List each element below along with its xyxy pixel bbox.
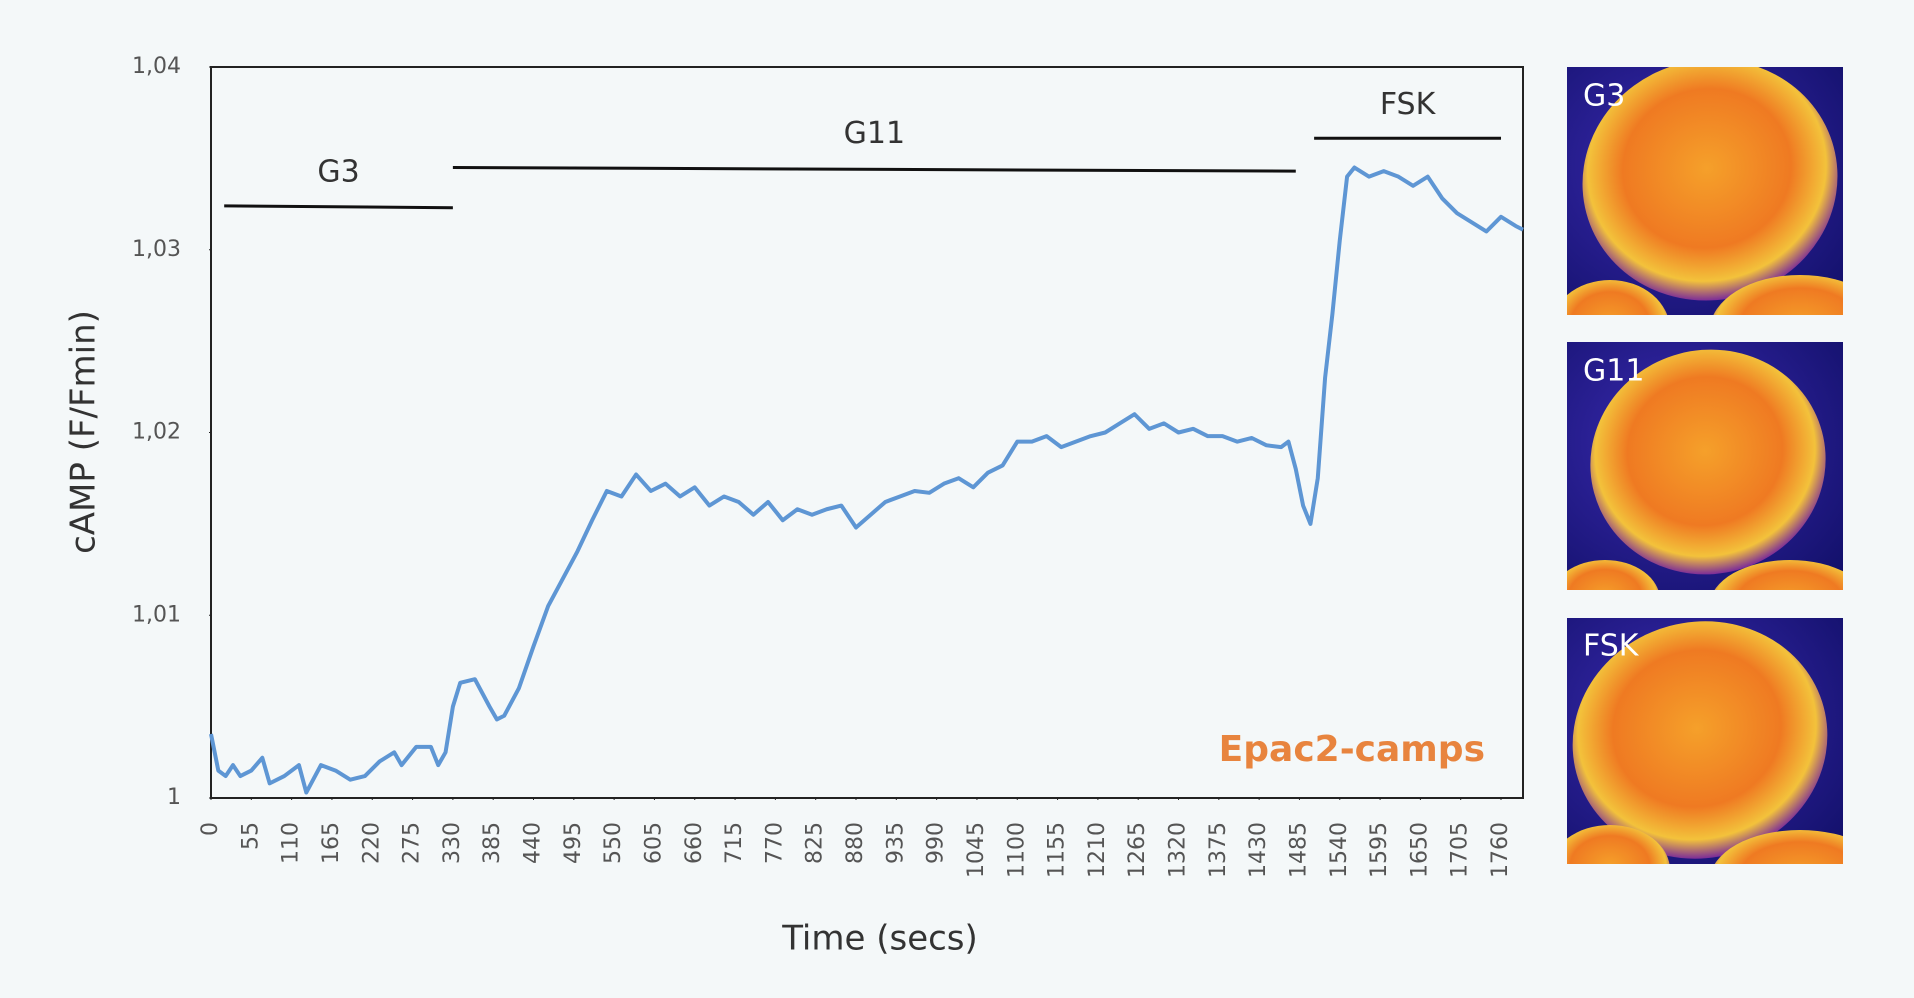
annotation-label: G3 bbox=[317, 154, 359, 189]
x-tick-label: 440 bbox=[521, 822, 546, 864]
annotation-bar bbox=[452, 166, 1296, 173]
image-label: G11 bbox=[1583, 354, 1644, 389]
image-panel bbox=[1567, 342, 1843, 590]
x-tick-label: 1265 bbox=[1125, 822, 1150, 878]
plot-frame bbox=[210, 66, 1524, 799]
x-tick-label: 660 bbox=[682, 822, 707, 864]
x-tick-label: 1100 bbox=[1004, 822, 1029, 878]
watermark: Epac2-camps bbox=[1219, 729, 1485, 770]
x-tick-label: 1320 bbox=[1166, 822, 1191, 878]
annotation-label: FSK bbox=[1380, 87, 1437, 122]
x-tick-label: 550 bbox=[601, 822, 626, 864]
x-tick-label: 1430 bbox=[1246, 822, 1271, 878]
x-axis-title: Time (secs) bbox=[781, 919, 978, 959]
x-tick-label: 935 bbox=[883, 822, 908, 864]
image-label: FSK bbox=[1583, 629, 1640, 664]
x-tick-label: 880 bbox=[843, 822, 868, 864]
y-tick-label: 1 bbox=[167, 785, 181, 810]
x-tick-label: 165 bbox=[319, 822, 344, 864]
x-tick-label: 385 bbox=[480, 822, 505, 864]
data-line bbox=[209, 165, 1524, 795]
x-tick-label: 110 bbox=[279, 822, 304, 864]
x-tick-label: 1210 bbox=[1085, 822, 1110, 878]
x-tick-label: 605 bbox=[641, 822, 666, 864]
x-tick-label: 1045 bbox=[964, 822, 989, 878]
x-tick-label: 1155 bbox=[1045, 822, 1070, 878]
x-tick-label: 55 bbox=[238, 822, 263, 850]
image-panel bbox=[1567, 618, 1843, 864]
annotation-bar bbox=[224, 204, 453, 210]
image-panel bbox=[1567, 67, 1843, 315]
x-tick-label: 330 bbox=[440, 822, 465, 864]
annotation-label: G11 bbox=[844, 116, 905, 151]
y-tick-label: 1,01 bbox=[132, 602, 181, 627]
y-tick-label: 1,03 bbox=[132, 237, 181, 262]
x-tick-label: 770 bbox=[762, 822, 787, 864]
y-tick-label: 1,02 bbox=[132, 420, 181, 445]
x-tick-label: 1705 bbox=[1448, 822, 1473, 878]
x-tick-label: 495 bbox=[561, 822, 586, 864]
x-tick-label: 1760 bbox=[1488, 822, 1513, 878]
x-tick-label: 220 bbox=[359, 822, 384, 864]
x-tick-label: 275 bbox=[400, 822, 425, 864]
x-tick-label: 1375 bbox=[1206, 822, 1231, 878]
image-label: G3 bbox=[1583, 79, 1625, 114]
x-tick-label: 715 bbox=[722, 822, 747, 864]
x-tick-label: 1540 bbox=[1327, 822, 1352, 878]
x-tick-label: 1650 bbox=[1407, 822, 1432, 878]
x-tick-label: 0 bbox=[198, 822, 223, 836]
x-tick-label: 1595 bbox=[1367, 822, 1392, 878]
x-tick-label: 1485 bbox=[1286, 822, 1311, 878]
y-axis-title: cAMP (F/Fmin) bbox=[64, 310, 104, 554]
x-tick-label: 825 bbox=[803, 822, 828, 864]
y-tick-label: 1,04 bbox=[132, 54, 181, 79]
x-tick-label: 990 bbox=[924, 822, 949, 864]
